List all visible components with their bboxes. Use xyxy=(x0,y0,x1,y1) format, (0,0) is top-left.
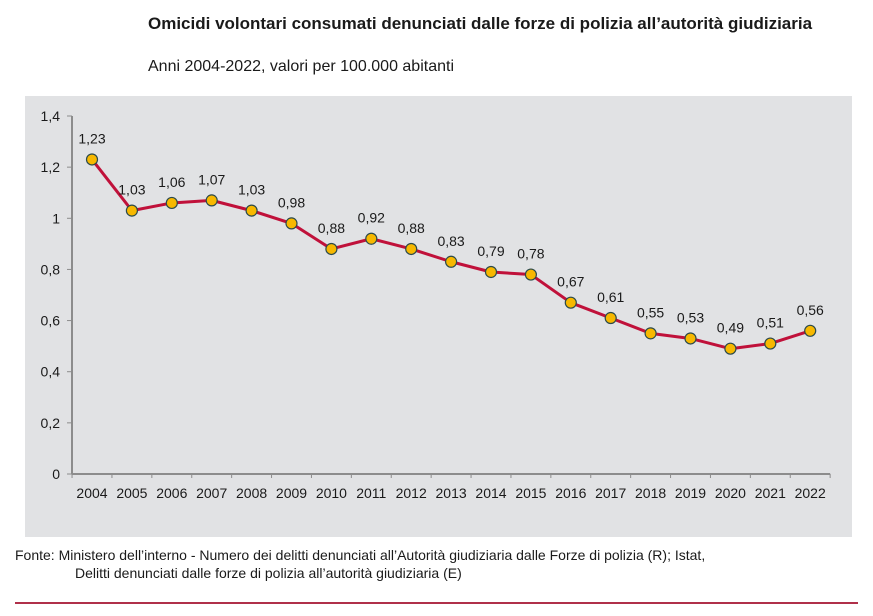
x-tick-label: 2019 xyxy=(675,485,706,501)
x-tick-label: 2007 xyxy=(196,485,227,501)
data-point xyxy=(804,324,817,337)
data-point xyxy=(285,217,298,230)
x-tick-label: 2015 xyxy=(515,485,546,501)
y-tick-label: 1 xyxy=(52,210,60,226)
y-axis: 0 0,2 0,4 0,6 0,8 1 1,2 1,4 xyxy=(41,108,73,482)
y-tick-label: 0 xyxy=(52,466,60,482)
y-tick-label: 0,8 xyxy=(41,261,61,277)
y-tick-label: 0,2 xyxy=(41,415,61,431)
data-label: 0,61 xyxy=(597,289,624,305)
data-label: 0,51 xyxy=(757,315,784,331)
x-tick-label: 2018 xyxy=(635,485,666,501)
x-tick-label: 2017 xyxy=(595,485,626,501)
data-label: 1,23 xyxy=(78,130,105,146)
data-point xyxy=(564,296,577,309)
x-tick-label: 2014 xyxy=(475,485,506,501)
chart-subtitle: Anni 2004-2022, valori per 100.000 abita… xyxy=(148,58,454,75)
data-markers xyxy=(85,153,817,355)
source-line-1: Fonte: Ministero dell’interno - Numero d… xyxy=(15,547,706,563)
x-tick-label: 2005 xyxy=(116,485,147,501)
data-point xyxy=(165,196,178,210)
chart-title: Omicidi volontari consumati denunciati d… xyxy=(148,14,813,33)
data-label: 0,53 xyxy=(677,309,704,325)
data-point xyxy=(365,232,378,245)
data-label: 0,98 xyxy=(278,194,305,210)
data-label: 0,55 xyxy=(637,304,664,320)
data-label: 0,88 xyxy=(318,220,345,236)
data-point xyxy=(85,153,99,166)
data-labels: 1,23 1,03 1,06 1,07 1,03 0,98 0,88 0,92 0,88 0,83… xyxy=(78,130,824,335)
data-label: 0,78 xyxy=(517,246,544,262)
x-tick-label: 2022 xyxy=(795,485,826,501)
data-point xyxy=(405,242,418,256)
data-point xyxy=(764,337,777,350)
x-axis: 2004 2005 2006 2007 2008 2009 2010 2011 2012 2013… xyxy=(71,473,831,501)
x-tick-label: 2012 xyxy=(396,485,427,501)
data-label: 0,56 xyxy=(797,302,824,318)
data-point xyxy=(445,255,458,268)
data-point xyxy=(644,327,657,340)
x-tick-label: 2008 xyxy=(236,485,267,501)
chart-panel xyxy=(25,96,852,537)
data-label: 1,07 xyxy=(198,171,225,187)
data-point xyxy=(325,242,338,256)
data-label: 0,92 xyxy=(358,210,385,226)
data-label: 0,88 xyxy=(398,220,425,236)
data-point xyxy=(524,268,538,281)
data-label: 1,03 xyxy=(238,182,265,198)
source-line-2: Delitti denunciati dalle forze di polizi… xyxy=(75,565,462,581)
x-tick-label: 2009 xyxy=(276,485,307,501)
y-tick-label: 0,4 xyxy=(41,364,61,380)
data-point xyxy=(125,204,138,217)
data-label: 1,06 xyxy=(158,174,185,190)
y-tick-label: 1,4 xyxy=(41,108,61,124)
x-tick-label: 2016 xyxy=(555,485,586,501)
data-label: 1,03 xyxy=(118,182,145,198)
x-tick-label: 2021 xyxy=(755,485,786,501)
bottom-divider xyxy=(15,602,858,604)
y-tick-label: 1,2 xyxy=(41,159,61,175)
data-label: 0,49 xyxy=(717,320,744,336)
x-tick-label: 2006 xyxy=(156,485,187,501)
data-label: 0,83 xyxy=(437,233,464,249)
data-point xyxy=(684,332,697,345)
x-tick-label: 2011 xyxy=(356,485,386,501)
x-tick-label: 2010 xyxy=(316,485,347,501)
source-note: Fonte: Ministero dell’interno - Numero d… xyxy=(15,546,865,582)
data-point xyxy=(724,342,737,355)
y-tick-label: 0,6 xyxy=(41,313,61,329)
data-label: 0,67 xyxy=(557,274,584,290)
x-tick-label: 2004 xyxy=(76,485,107,501)
data-label: 0,79 xyxy=(477,243,504,259)
data-point xyxy=(205,194,218,207)
data-point xyxy=(484,265,498,279)
data-point xyxy=(245,204,258,217)
data-point xyxy=(604,311,617,325)
x-tick-label: 2013 xyxy=(436,485,467,501)
x-tick-label: 2020 xyxy=(715,485,746,501)
